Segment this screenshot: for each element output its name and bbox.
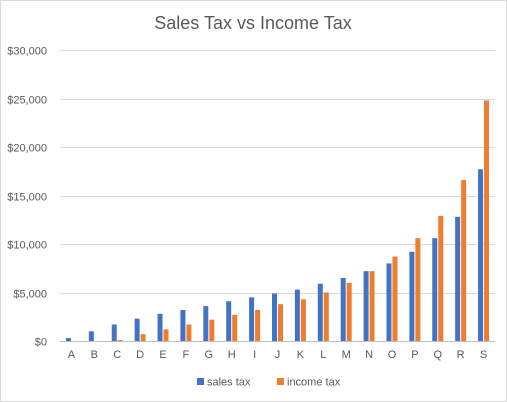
x-tick-label: J — [275, 349, 281, 361]
sales-tax-bar-R — [455, 216, 461, 341]
y-tick-label: $30,000 — [7, 46, 47, 58]
x-tick-label: N — [365, 349, 373, 361]
income-tax-bar-N — [369, 271, 375, 341]
income-tax-bar-S — [484, 100, 490, 341]
x-tick-label: O — [388, 349, 397, 361]
income-tax-bar-O — [392, 256, 398, 341]
x-tick-label: D — [136, 349, 144, 361]
y-tick-label: $15,000 — [7, 192, 47, 204]
gridlines — [60, 50, 495, 342]
sales-tax-bar-Q — [432, 238, 438, 341]
x-tick-label: K — [297, 349, 305, 361]
income-tax-bar-L — [323, 292, 329, 341]
x-tick-label: I — [253, 349, 256, 361]
x-tick-label: G — [205, 349, 214, 361]
x-tick-label: B — [91, 349, 98, 361]
y-tick-label: $25,000 — [7, 95, 47, 107]
x-tick-label: Q — [433, 349, 442, 361]
x-tick-label: E — [159, 349, 166, 361]
y-tick-label: $10,000 — [7, 240, 47, 252]
income-tax-bar-I — [255, 309, 261, 341]
sales-tax-bar-J — [272, 293, 277, 341]
income-tax-bar-Q — [438, 215, 444, 341]
sales-tax-bar-P — [409, 251, 415, 341]
income-tax-bar-P — [415, 238, 421, 341]
sales-tax-bar-K — [294, 289, 300, 341]
sales-tax-bar-E — [157, 313, 163, 341]
sales-tax-bar-G — [203, 306, 209, 341]
sales-tax-bar-L — [317, 283, 323, 341]
x-tick-label: H — [228, 349, 236, 361]
y-axis-labels: $0 $5,000 $10,000 $15,000 $20,000 $25,000 $30,… — [7, 46, 47, 349]
y-tick-label: $5,000 — [13, 289, 47, 301]
x-tick-label: R — [457, 349, 465, 361]
x-tick-label: L — [320, 349, 326, 361]
income-tax-bar-D — [140, 334, 146, 341]
x-tick-label: S — [480, 349, 487, 361]
x-tick-label: A — [68, 349, 76, 361]
x-tick-label: F — [183, 349, 190, 361]
y-tick-label: $0 — [35, 337, 47, 349]
sales-tax-bar-M — [340, 277, 346, 341]
income-tax-bar-J — [278, 304, 283, 341]
legend-swatch-1 — [277, 378, 284, 385]
sales-tax-bar-N — [363, 271, 369, 341]
income-tax-bar-R — [461, 179, 467, 341]
sales-tax-bar-B — [88, 331, 94, 341]
legend-label-0: sales tax — [207, 377, 251, 389]
x-tick-label: C — [113, 349, 121, 361]
income-tax-bar-G — [209, 319, 215, 341]
x-axis-labels: A B C D E F G H I J K L M N O P Q R S — [68, 349, 487, 361]
income-tax-bar-H — [232, 314, 238, 341]
sales-tax-bar-F — [180, 309, 186, 341]
chart-title: Sales Tax vs Income Tax — [154, 13, 351, 33]
sales-tax-bar-C — [111, 324, 117, 341]
legend: sales tax income tax — [197, 377, 341, 389]
x-tick-label: P — [411, 349, 418, 361]
income-tax-bar-K — [300, 299, 306, 341]
sales-tax-bar-D — [134, 318, 140, 341]
income-tax-bar-E — [163, 329, 169, 341]
income-tax-bar-F — [186, 324, 192, 341]
y-tick-label: $20,000 — [7, 143, 47, 155]
bars — [65, 100, 490, 341]
x-tick-label: M — [342, 349, 351, 361]
income-tax-bar-M — [346, 282, 352, 341]
sales-tax-bar-A — [65, 338, 71, 341]
legend-swatch-0 — [197, 378, 204, 385]
sales-tax-bar-I — [249, 297, 255, 341]
sales-tax-bar-O — [386, 263, 392, 341]
income-tax-bar-C — [117, 340, 123, 341]
sales-tax-bar-H — [226, 301, 232, 341]
legend-label-1: income tax — [287, 377, 341, 389]
sales-tax-bar-S — [478, 169, 484, 341]
